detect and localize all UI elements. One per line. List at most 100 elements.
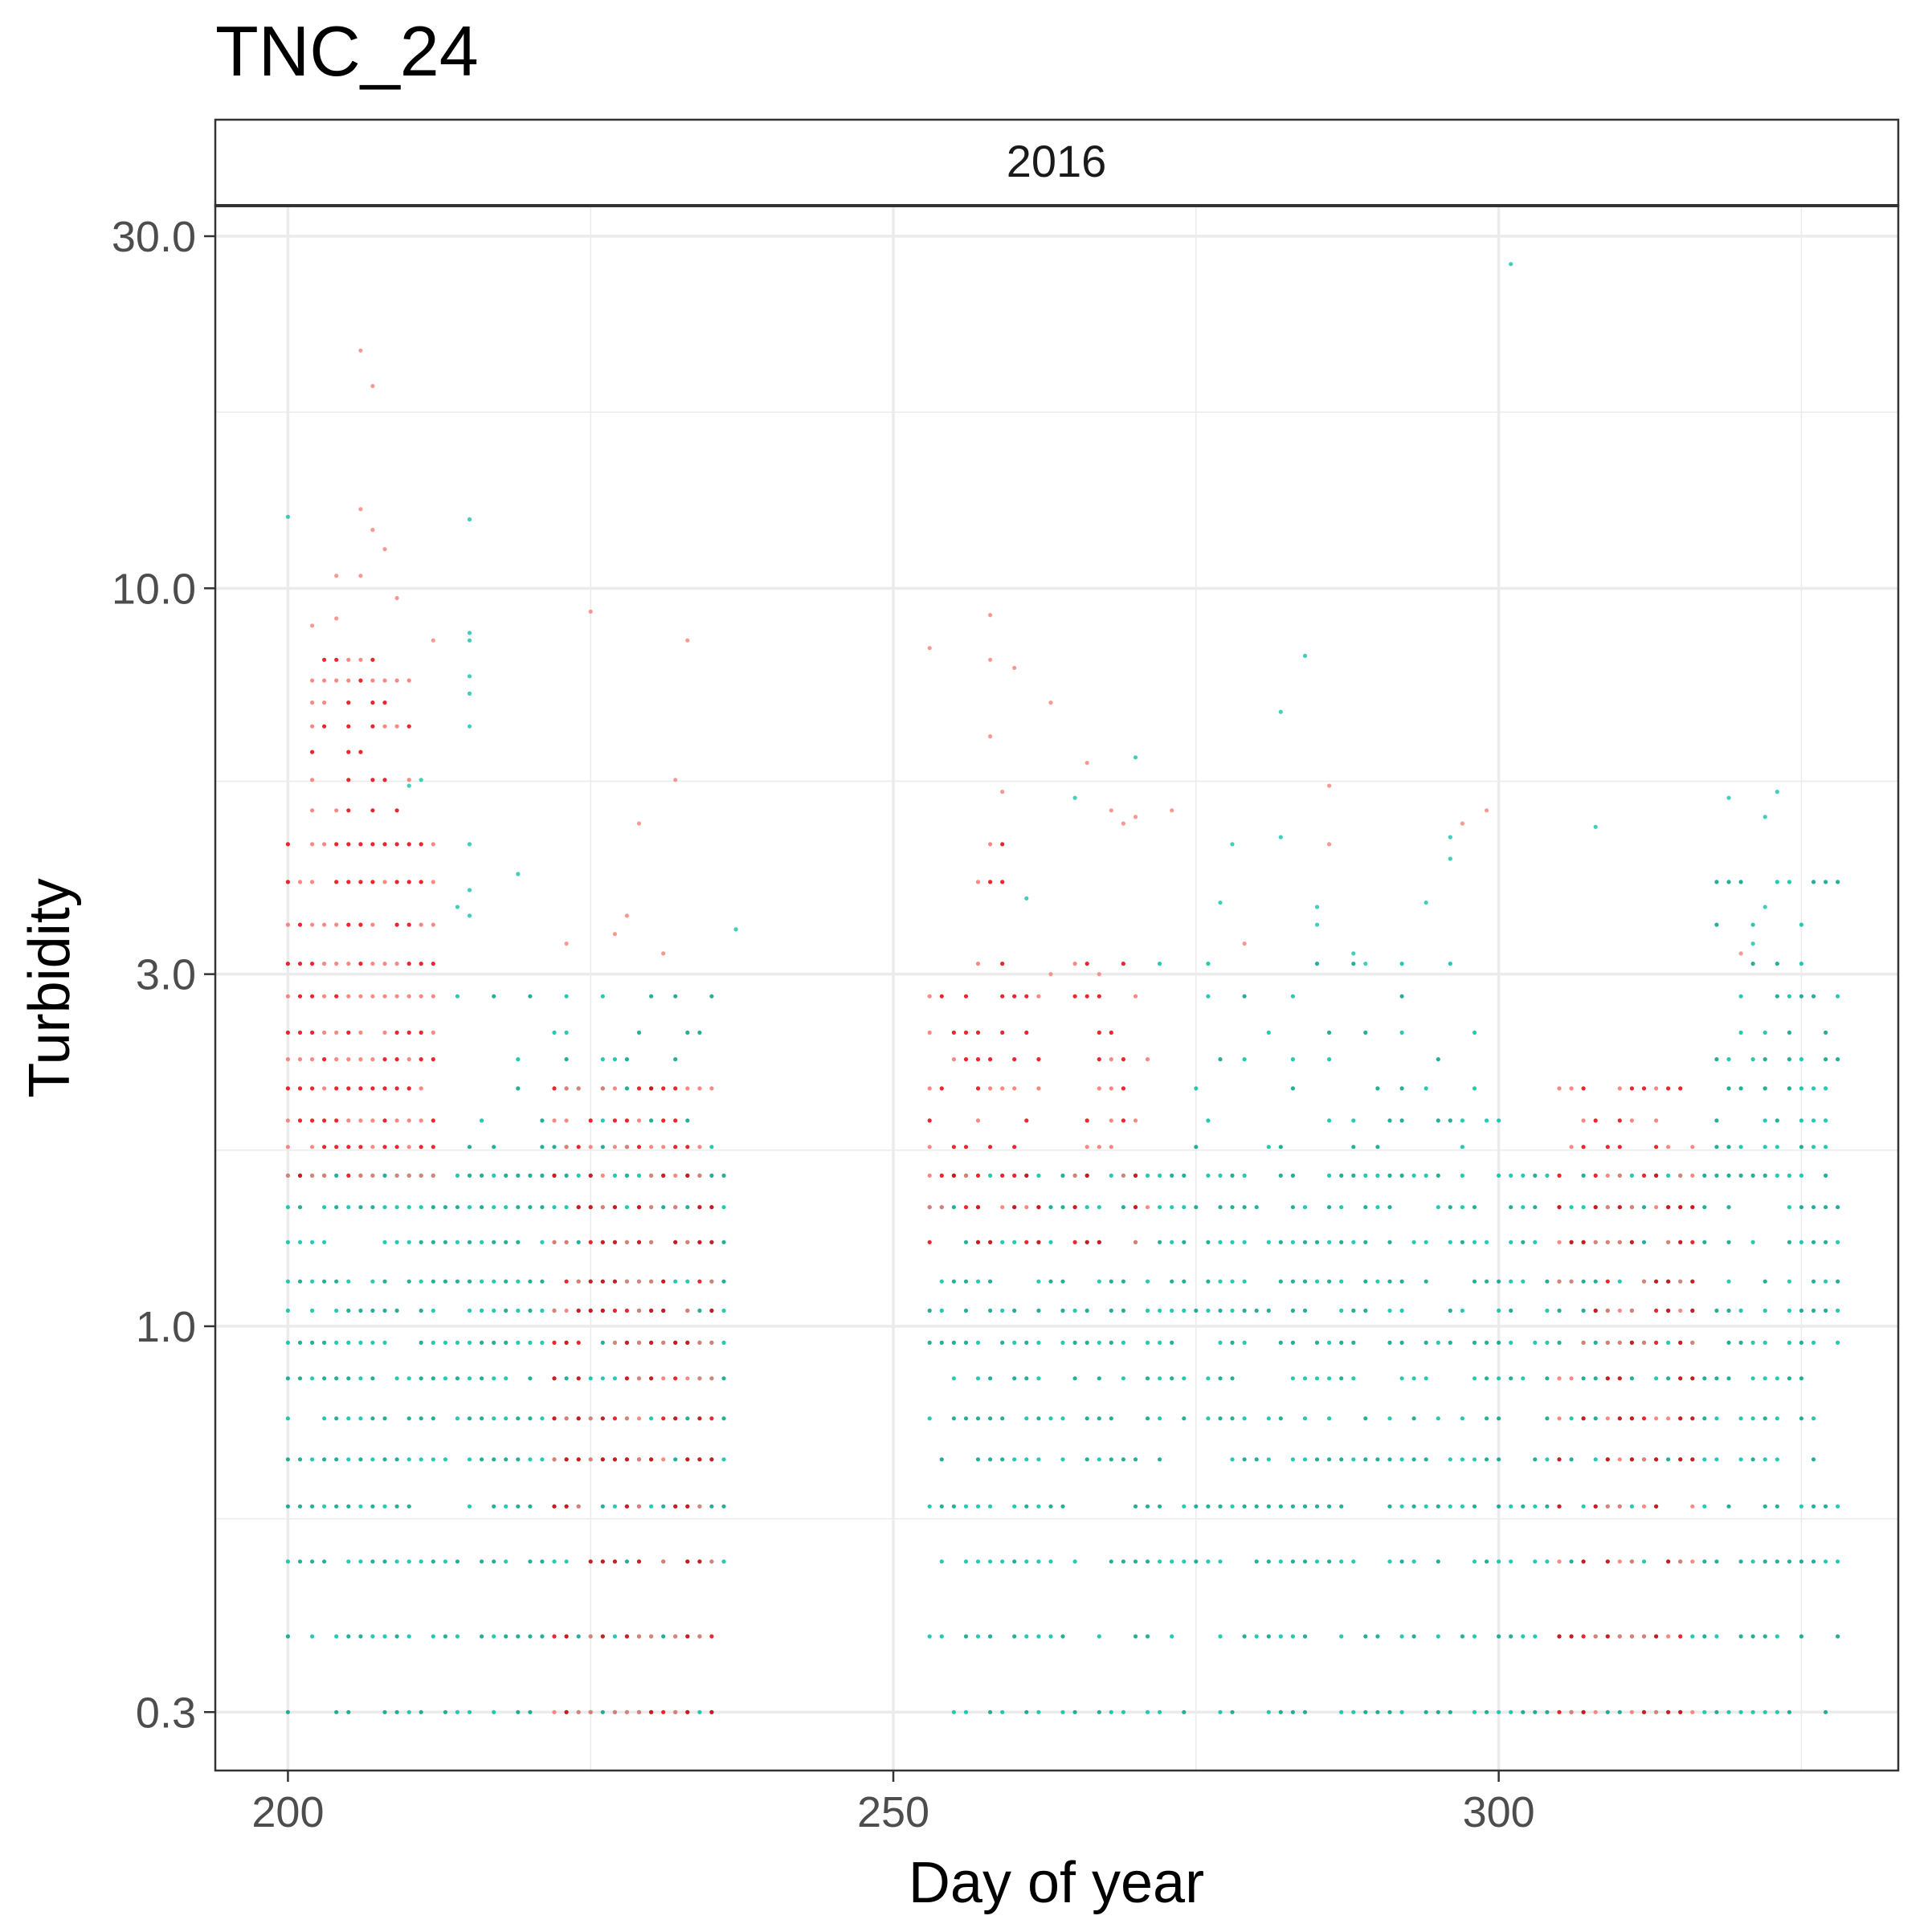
data-point [1121,1118,1125,1123]
data-point [975,1205,981,1210]
data-point [1084,1457,1089,1462]
data-point [697,1504,702,1509]
data-point [455,1416,460,1421]
data-point [1629,1709,1634,1714]
data-point [443,1205,448,1210]
data-point [588,1205,593,1210]
data-point [310,1173,315,1178]
data-point [1738,1559,1743,1564]
data-point [685,1308,690,1313]
x-tick-label: 200 [251,1788,324,1836]
data-point [963,1145,969,1150]
data-point [370,657,375,662]
data-point [636,1086,642,1091]
data-point [1036,1173,1041,1178]
data-point [1763,905,1767,909]
data-point [661,1634,666,1639]
data-point [443,1559,448,1564]
data-point [431,1279,435,1284]
data-point [310,922,315,927]
data-point [564,1240,569,1244]
data-point [1799,1240,1803,1244]
data-point [467,638,472,643]
data-point [1170,1279,1174,1284]
data-point [358,1057,363,1062]
data-point [1545,1308,1550,1313]
data-point [1424,901,1428,905]
data-point [1363,1030,1368,1035]
data-point [358,1416,363,1421]
data-point [1314,1504,1320,1509]
data-point [467,517,472,522]
data-point [624,1308,630,1313]
data-point [576,1340,581,1345]
data-point [480,1376,484,1381]
data-point [540,1308,545,1313]
data-point [394,922,399,927]
data-point [1678,1240,1683,1244]
data-point [1375,1086,1380,1091]
data-point [1218,1504,1223,1509]
data-point [419,1057,423,1062]
data-point [612,1240,618,1244]
data-point [1024,1457,1029,1462]
data-point [1581,1634,1586,1639]
data-point [1363,962,1368,966]
data-point [455,1709,460,1714]
data-point [1654,1118,1659,1123]
data-point [1097,1279,1101,1284]
data-point [1714,1634,1719,1639]
data-point [564,1030,569,1035]
data-point [1290,1634,1295,1639]
data-point [346,1559,351,1564]
data-point [346,1709,351,1714]
data-point [1133,1240,1138,1244]
data-point [1097,1086,1101,1091]
data-point [600,994,605,999]
data-point [1302,1240,1308,1244]
data-point [1290,1457,1295,1462]
data-point [370,1559,375,1564]
data-point [1557,1205,1562,1210]
data-point [1690,1504,1695,1509]
data-point [1072,795,1077,800]
data-point [673,1340,678,1345]
data-point [1000,1308,1005,1313]
data-point [612,1709,618,1714]
data-point [1000,1416,1005,1421]
data-point [1036,1559,1041,1564]
data-point [1726,1145,1731,1150]
data-point [1593,1173,1598,1178]
data-point [1097,1030,1101,1035]
data-point [285,1057,290,1062]
data-point [322,657,327,662]
data-point [661,1279,666,1284]
data-point [1836,1279,1840,1284]
data-point [600,1145,605,1150]
data-point [1738,1416,1743,1421]
data-point [1641,1416,1647,1421]
data-point [1302,1634,1308,1639]
data-point [624,1145,630,1150]
data-point [1763,1145,1767,1150]
data-point [1327,783,1332,788]
data-point [600,1376,605,1381]
data-point [1581,1308,1586,1313]
data-point [334,1173,339,1178]
data-point [322,842,327,847]
data-point [492,1709,496,1714]
data-point [382,1308,387,1313]
data-point [1327,1118,1332,1123]
data-point [1533,1205,1538,1210]
data-point [624,1118,630,1123]
data-point [1254,1205,1259,1210]
data-point [1690,1376,1695,1381]
data-point [1448,835,1452,839]
data-point [285,1709,290,1714]
data-point [297,962,303,966]
data-point [588,1559,593,1564]
data-point [685,1279,690,1284]
data-point [1133,1118,1138,1123]
data-point [576,1416,581,1421]
data-point [358,1118,363,1123]
